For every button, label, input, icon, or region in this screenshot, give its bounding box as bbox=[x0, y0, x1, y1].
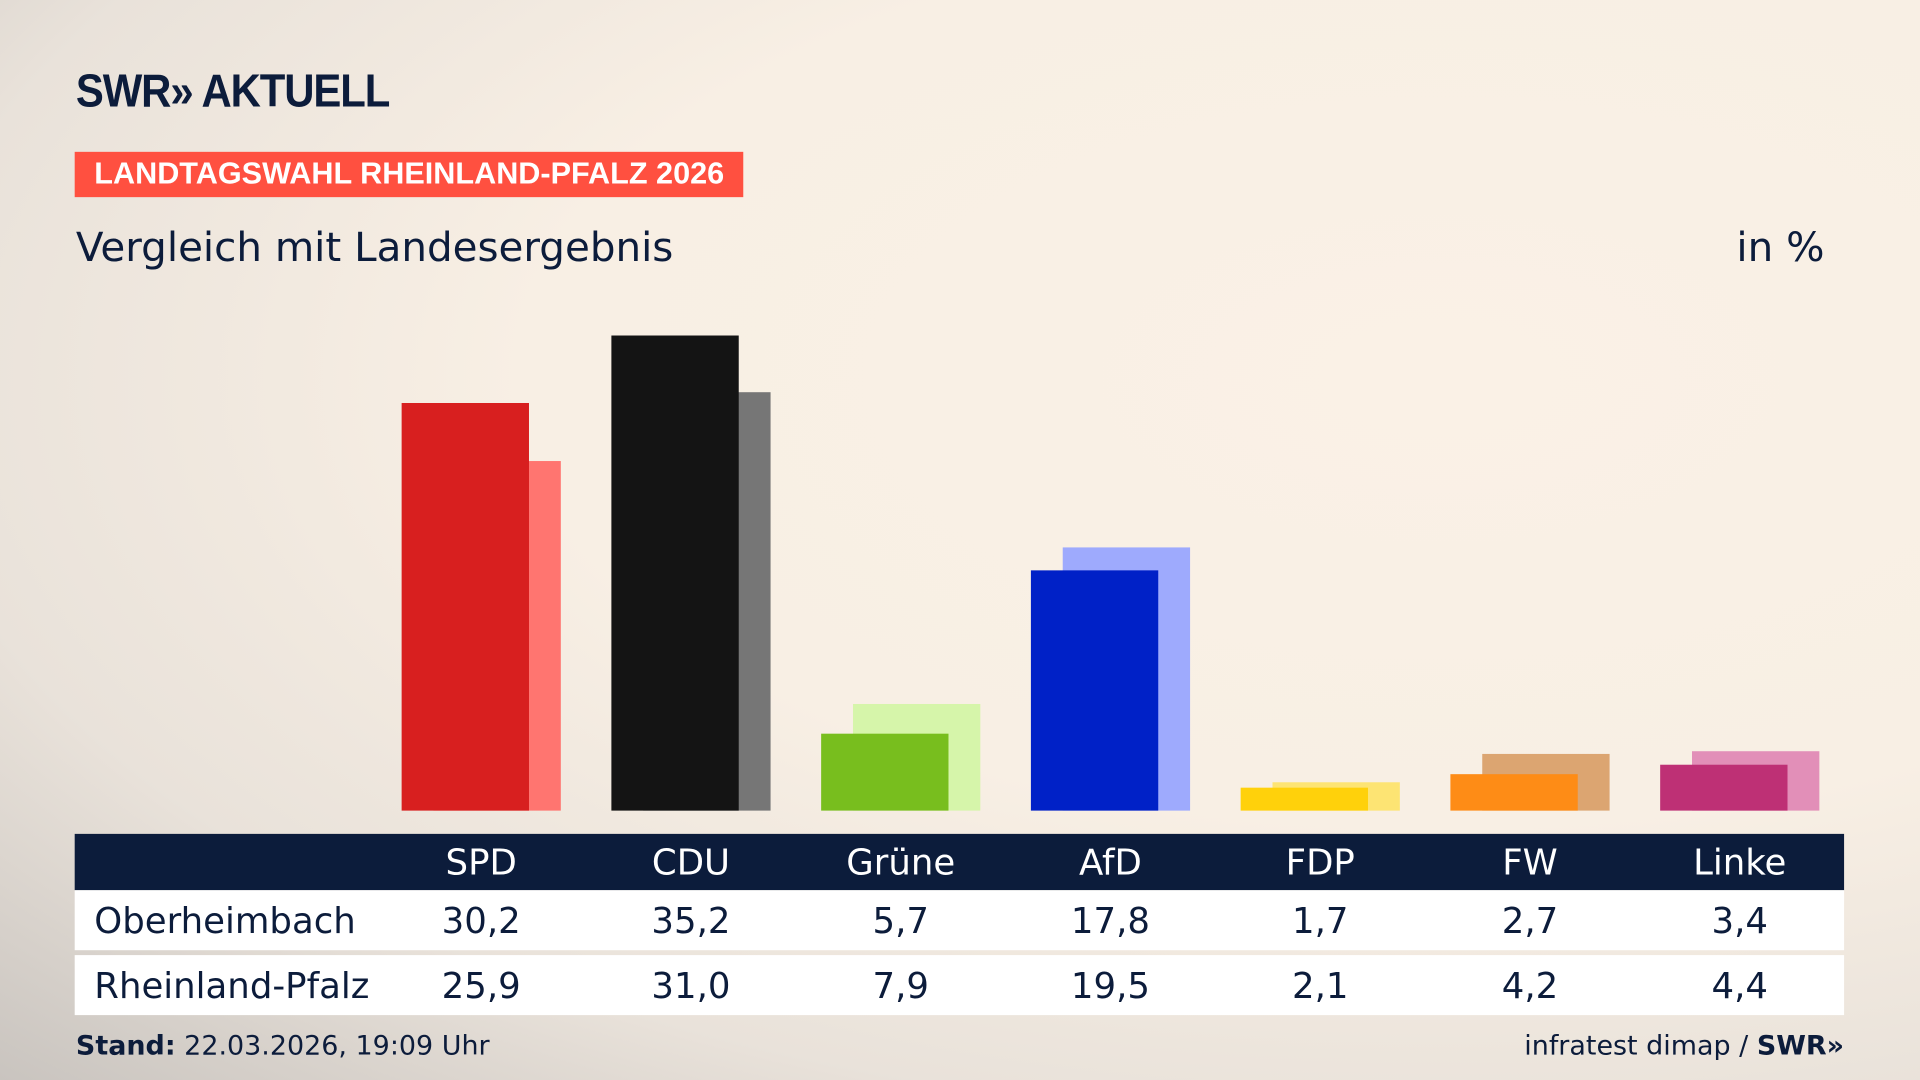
timestamp: Stand: 22.03.2026, 19:09 Uhr bbox=[76, 1031, 490, 1062]
stand-label: Stand: bbox=[75, 1031, 176, 1062]
table-row: Oberheimbach 30,2 35,2 5,7 17,8 1,7 2,7 3,4 bbox=[74, 890, 1845, 951]
table-cell: 2,1 bbox=[1291, 964, 1349, 1006]
table-cell: 1,7 bbox=[1291, 899, 1349, 942]
bar-fdp-local bbox=[1240, 787, 1369, 811]
table-cell: 17,8 bbox=[1070, 899, 1151, 942]
table-header: SPD CDU Grüne AfD FDP FW Linke bbox=[74, 833, 1845, 891]
stand-value: 22.03.2026, 19:09 Uhr bbox=[175, 1031, 490, 1062]
bar-cdu-local bbox=[611, 335, 739, 811]
table-cell: 4,2 bbox=[1501, 964, 1559, 1006]
table-cell: 35,2 bbox=[651, 899, 731, 942]
table-cell: FW bbox=[1502, 841, 1558, 883]
table-cell: 25,9 bbox=[441, 964, 521, 1006]
table-cell: FDP bbox=[1285, 841, 1355, 883]
table-cell: SPD bbox=[445, 841, 517, 883]
table-cell: Linke bbox=[1693, 841, 1787, 883]
table-cell: 7,9 bbox=[872, 964, 929, 1006]
table-cell: 4,4 bbox=[1711, 964, 1768, 1006]
row-label: Rheinland-Pfalz bbox=[94, 964, 370, 1006]
bar-afd-local bbox=[1030, 570, 1159, 811]
table-cell: CDU bbox=[651, 841, 731, 883]
unit-label: in % bbox=[1736, 222, 1825, 271]
table-cell: 2,7 bbox=[1501, 899, 1559, 942]
election-badge: LANDTAGSWAHL RHEINLAND-PFALZ 2026 bbox=[74, 151, 744, 198]
subtitle: Vergleich mit Landesergebnis bbox=[75, 222, 674, 271]
bar-spd-local bbox=[401, 402, 529, 811]
swr-aktuell-logo: SWR» AKTUELL bbox=[75, 66, 390, 118]
source-text: infratest dimap / bbox=[1524, 1031, 1757, 1062]
results-table: SPD CDU Grüne AfD FDP FW Linke Oberheimbach 30,… bbox=[74, 833, 1845, 1016]
swr-logo: SWR» bbox=[1756, 1031, 1845, 1062]
table-cell: 5,7 bbox=[872, 899, 929, 942]
table-cell: 31,0 bbox=[651, 964, 731, 1006]
row-label: Oberheimbach bbox=[94, 899, 356, 942]
bar-grüne-local bbox=[821, 733, 949, 811]
table-cell: Grüne bbox=[846, 841, 956, 883]
table-cell: 3,4 bbox=[1711, 899, 1768, 942]
bar-fw-local bbox=[1450, 774, 1578, 811]
table-cell: 30,2 bbox=[441, 899, 521, 942]
bar-linke-local bbox=[1660, 764, 1788, 811]
source: infratest dimap / SWR» bbox=[1524, 1031, 1844, 1062]
table-cell: AfD bbox=[1079, 841, 1142, 883]
table-cell: 19,5 bbox=[1070, 964, 1151, 1006]
table-row: Rheinland-Pfalz 25,9 31,0 7,9 19,5 2,1 4,2 4,4 bbox=[74, 955, 1845, 1016]
